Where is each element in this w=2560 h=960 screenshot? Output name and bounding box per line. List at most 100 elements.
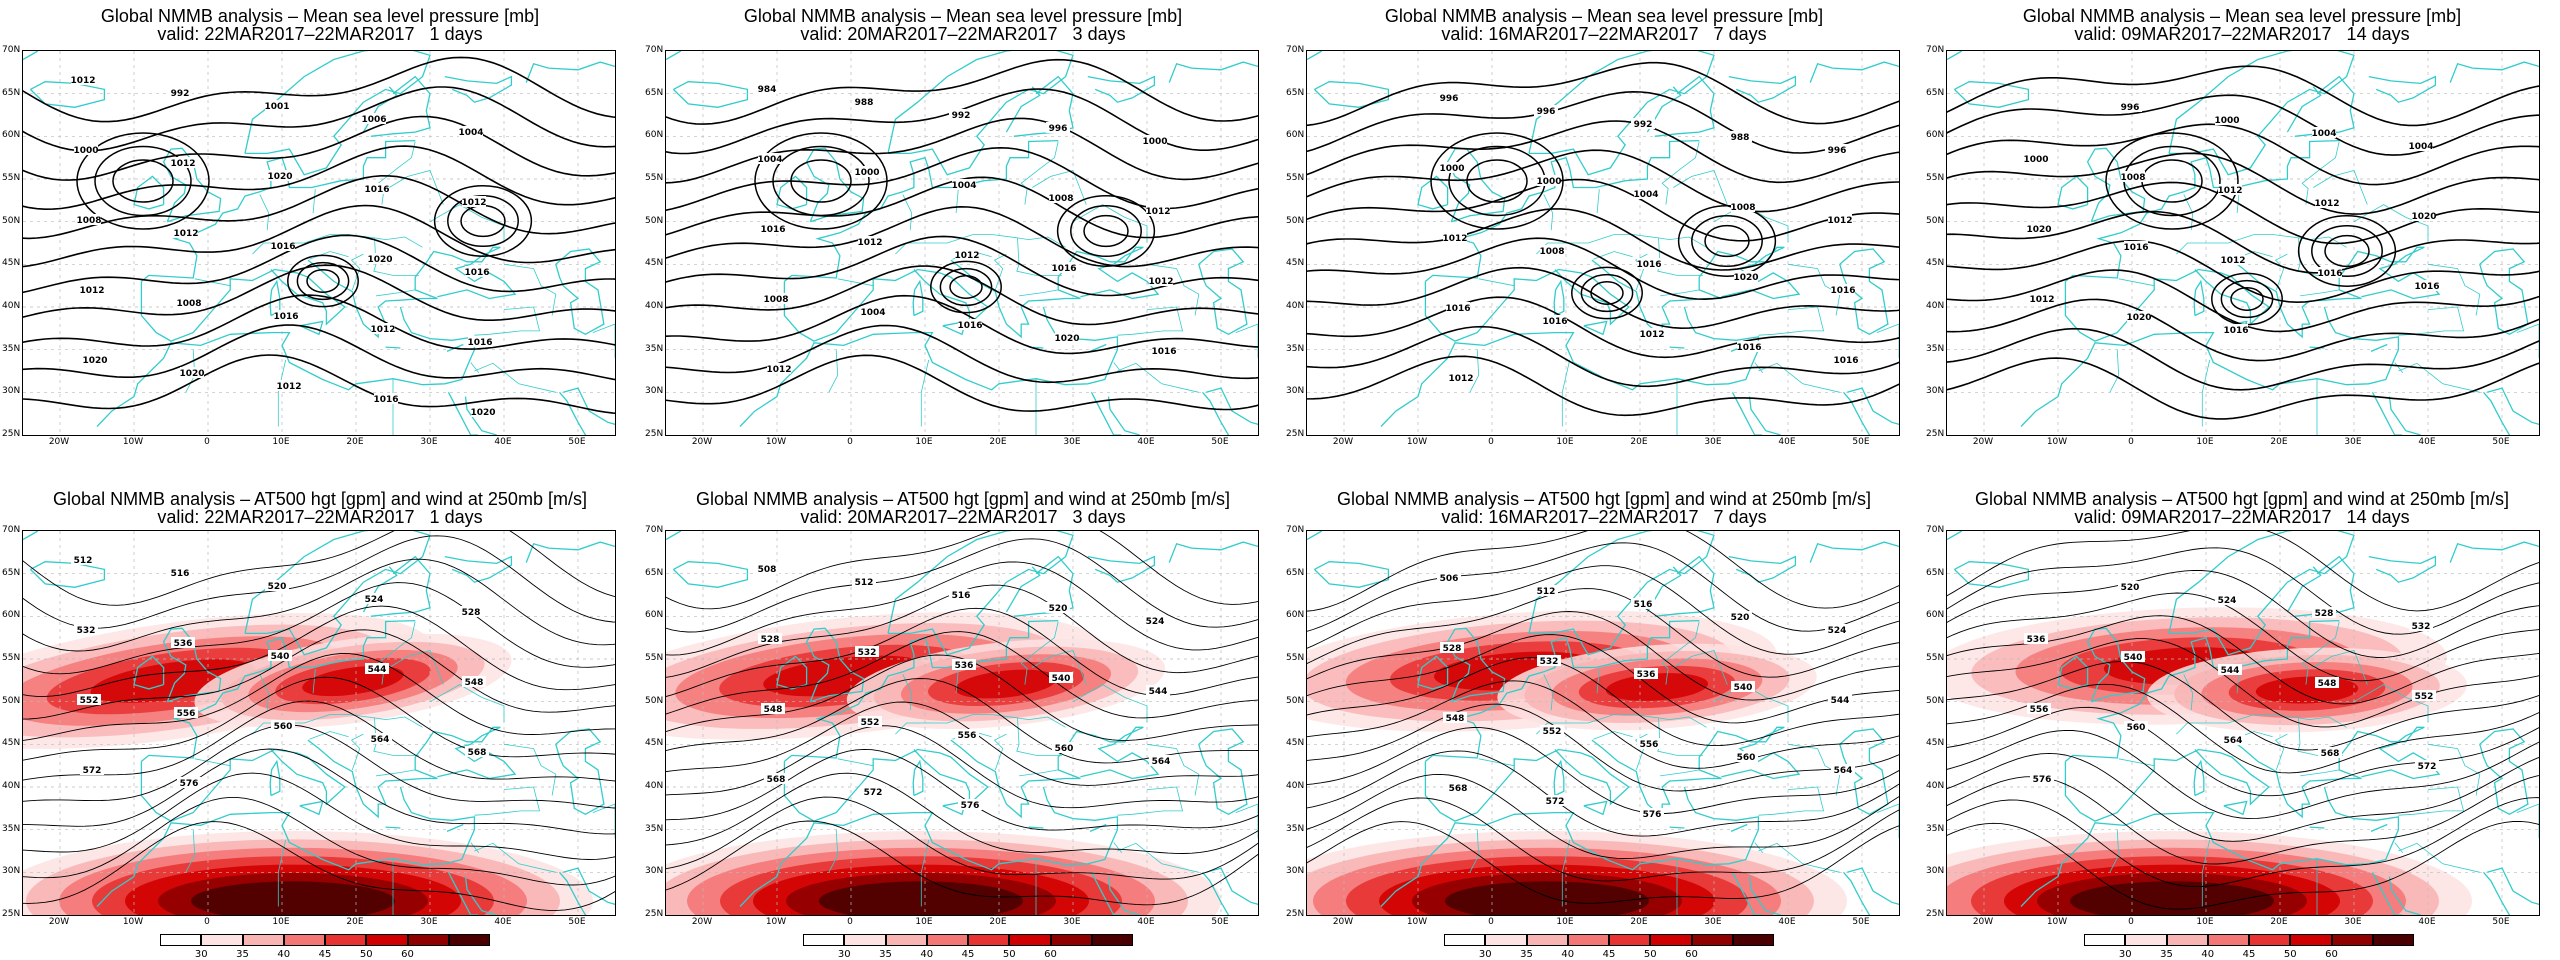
contour-label-bg bbox=[1443, 232, 1467, 243]
coastline bbox=[1090, 872, 1122, 915]
contour-label: 1008 bbox=[176, 299, 201, 309]
contour-label: 1020 bbox=[267, 172, 292, 182]
border-line bbox=[592, 803, 615, 839]
closed-isobar bbox=[1083, 214, 1129, 248]
lat-tick-label: 65N bbox=[1926, 567, 1945, 578]
contour-label-bg bbox=[861, 306, 885, 317]
contour-label-bg bbox=[2124, 721, 2148, 732]
contour-label: 524 bbox=[2218, 596, 2237, 606]
closed-isobar bbox=[1691, 214, 1763, 268]
contour-label: 544 bbox=[368, 665, 387, 675]
map-frame[interactable]: 996 1000 1004 1004 1000 1008 1012 1012 1020 1020 1… bbox=[1946, 50, 2540, 436]
isobar-line bbox=[1307, 266, 1899, 330]
contour-label: 564 bbox=[1152, 757, 1171, 767]
coastline bbox=[447, 392, 479, 435]
lon-tick-label: 10W bbox=[122, 917, 144, 927]
lat-tick-label: 40N bbox=[645, 781, 664, 791]
border-line bbox=[185, 829, 196, 873]
map-frame[interactable]: 984 988 992 996 1000 1004 1000 1004 1008 1012 1016… bbox=[665, 50, 1259, 436]
lon-tick-label: 20W bbox=[691, 917, 713, 927]
lat-tick-label: 55N bbox=[2, 173, 21, 183]
contour-label: 1016 bbox=[1833, 356, 1858, 366]
contour-label: 1012 bbox=[857, 238, 882, 248]
panel-hgt-1day: Global NMMB analysis – AT500 hgt [gpm] a… bbox=[0, 480, 640, 960]
border-line bbox=[1661, 141, 1700, 205]
wind-shading bbox=[1307, 610, 1847, 915]
border-line bbox=[429, 204, 505, 243]
contour-label-bg bbox=[2315, 197, 2339, 208]
map-frame[interactable]: 1012 992 1001 1006 1004 1000 1012 1020 1016 1012 1… bbox=[22, 50, 616, 436]
border-line bbox=[902, 194, 913, 231]
isobar-line bbox=[1307, 325, 1899, 388]
map-frame[interactable]: 996 996 992 988 996 1000 1000 1004 1008 1012 1012 1… bbox=[1306, 50, 1900, 436]
contour-label-bg bbox=[1828, 694, 1852, 705]
border-line bbox=[1596, 669, 1600, 694]
coastlines bbox=[666, 531, 1258, 915]
lat-tick-label: 50N bbox=[1286, 695, 1305, 706]
map-frame[interactable]: 520 524 528 532 536 540 544 548 552 556 560 564 568 5… bbox=[1946, 530, 2540, 916]
coastline bbox=[2168, 51, 2355, 176]
border-line bbox=[920, 839, 930, 907]
lat-tick-label: 50N bbox=[2, 215, 21, 226]
contour-label: 516 bbox=[952, 591, 971, 601]
lon-tick-label: 40E bbox=[1137, 437, 1155, 447]
lat-tick-label: 30N bbox=[1286, 386, 1305, 397]
coastline bbox=[1005, 86, 1041, 133]
jet-core bbox=[955, 669, 1057, 699]
border-line bbox=[277, 839, 287, 907]
lon-tick-label: 40E bbox=[2418, 437, 2436, 447]
contour-label: 544 bbox=[2221, 666, 2240, 676]
coastline bbox=[2020, 306, 2400, 427]
colorbar-swatch bbox=[2290, 934, 2332, 946]
isobar-line bbox=[1307, 797, 1899, 882]
lat-tick-label: 45N bbox=[1926, 738, 1945, 749]
border-line bbox=[350, 733, 364, 771]
isobar-line bbox=[23, 653, 615, 741]
coastline bbox=[1313, 561, 1390, 588]
colorbar-swatch bbox=[448, 934, 490, 946]
contour-label: 568 bbox=[1449, 784, 1468, 794]
contour-label: 1016 bbox=[273, 312, 298, 322]
coastline bbox=[23, 531, 39, 541]
contour-label: 568 bbox=[767, 775, 786, 785]
colorbar-tick-label: 40 bbox=[277, 949, 291, 960]
contour-label: 512 bbox=[74, 556, 93, 566]
map-frame[interactable]: 506 512 516 520 524 528 532 536 540 544 548 552 556 5… bbox=[1306, 530, 1900, 916]
contour-label: 1008 bbox=[1048, 194, 1073, 204]
closed-isobar bbox=[1070, 204, 1142, 258]
lat-tick-label: 25N bbox=[2, 909, 21, 919]
border-line bbox=[1543, 194, 1554, 231]
isobar-line bbox=[1307, 90, 1899, 154]
lat-tick-label: 70N bbox=[1286, 525, 1305, 535]
lat-tick-label: 60N bbox=[2, 130, 21, 141]
lat-tick-label: 70N bbox=[2, 525, 21, 535]
coastline bbox=[1528, 531, 1715, 656]
contour-label: 1016 bbox=[1636, 260, 1661, 270]
map-frame[interactable]: 512 516 520 524 528 532 536 540 544 548 552 556 560 5… bbox=[22, 530, 616, 916]
coastline bbox=[299, 320, 324, 336]
coastline bbox=[244, 51, 431, 176]
lat-tick-label: 55N bbox=[1286, 173, 1305, 183]
contour-label: 1012 bbox=[766, 365, 791, 375]
isobar-line bbox=[23, 531, 615, 606]
panel-valid: valid: 20MAR2017–22MAR2017 3 days bbox=[800, 24, 1126, 44]
contour-label: 1012 bbox=[1148, 277, 1173, 287]
contour-label: 1000 bbox=[2023, 155, 2048, 165]
map-frame[interactable]: 508 512 516 520 524 528 532 536 540 544 548 552 556 5… bbox=[665, 530, 1259, 916]
border-line bbox=[1561, 359, 1571, 427]
lat-tick-label: 40N bbox=[1926, 301, 1945, 311]
contour-label: 996 bbox=[1537, 107, 1556, 117]
lon-tick-label: 50E bbox=[2492, 437, 2510, 447]
lon-tick-label: 20W bbox=[1972, 437, 1994, 447]
coastline bbox=[1202, 871, 1230, 915]
contour-label: 1012 bbox=[2220, 256, 2245, 266]
lat-tick-label: 40N bbox=[1286, 781, 1305, 791]
coastline bbox=[2193, 759, 2205, 797]
contour-label: 992 bbox=[1634, 120, 1653, 130]
isobar-line bbox=[1947, 327, 2539, 391]
wind-colorbar: 30 35 40 45 50 60 bbox=[160, 934, 490, 960]
contour-label: 1012 bbox=[1639, 330, 1664, 340]
border-line bbox=[1018, 289, 1059, 297]
lon-tick-label: 10E bbox=[272, 917, 290, 927]
coastline bbox=[1654, 75, 1715, 137]
